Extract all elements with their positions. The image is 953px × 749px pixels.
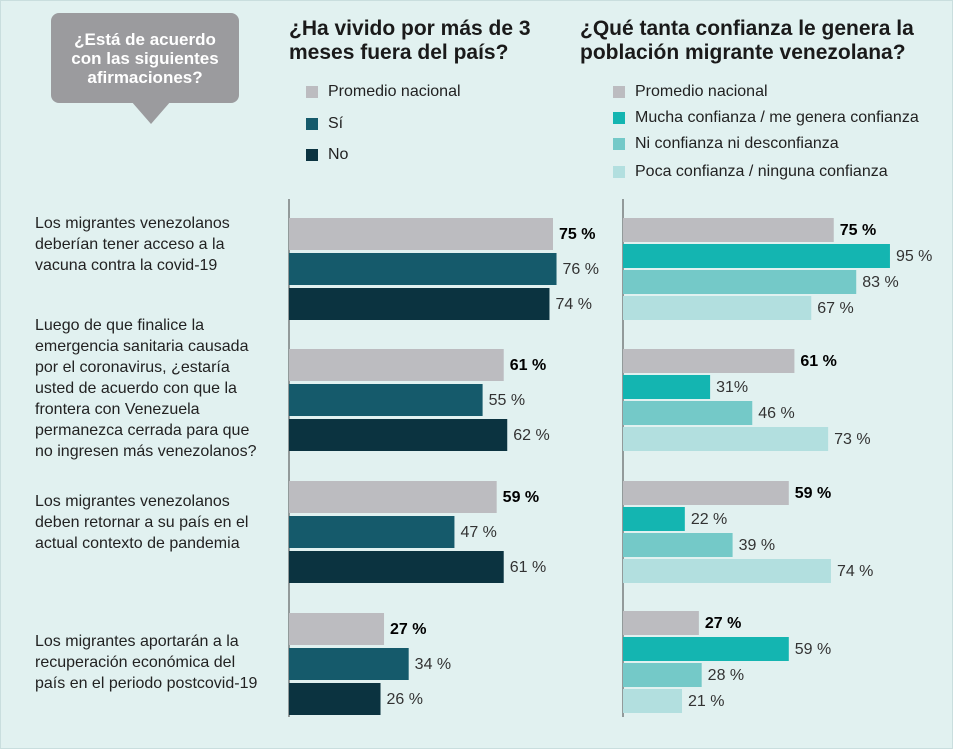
- bar: [623, 663, 702, 687]
- bar: [623, 401, 753, 425]
- legend-label: No: [328, 146, 349, 163]
- bar: [289, 349, 504, 381]
- legend-label: Poca confianza / ninguna confianza: [635, 163, 888, 180]
- bar: [623, 375, 711, 399]
- value-label: 55 %: [489, 392, 525, 409]
- bar: [623, 533, 733, 557]
- legend-label: Sí: [328, 115, 344, 132]
- bar: [623, 559, 831, 583]
- value-label: 27 %: [390, 621, 426, 638]
- legend-label: Promedio nacional: [635, 83, 768, 100]
- value-label: 27 %: [705, 615, 741, 632]
- bar: [289, 419, 508, 451]
- bar: [289, 288, 550, 320]
- bar: [289, 613, 385, 645]
- callout: ¿Está de acuerdo con las siguientes afir…: [51, 13, 239, 103]
- bar: [623, 427, 829, 451]
- bar: [289, 551, 504, 583]
- category-label: Luego de que finalice la emergencia sani…: [35, 317, 257, 460]
- legend-swatch: [613, 112, 625, 124]
- value-label: 31%: [716, 379, 748, 396]
- bar: [289, 218, 553, 250]
- value-label: 39 %: [739, 537, 775, 554]
- legend-swatch: [613, 86, 625, 98]
- value-label: 22 %: [691, 511, 727, 528]
- value-label: 76 %: [563, 261, 599, 278]
- bar: [289, 253, 557, 285]
- value-label: 61 %: [800, 353, 836, 370]
- value-label: 21 %: [688, 693, 724, 710]
- value-label: 34 %: [415, 656, 451, 673]
- value-label: 74 %: [555, 296, 591, 313]
- legend-label: Ni confianza ni desconfianza: [635, 135, 839, 152]
- bar: [289, 384, 483, 416]
- category-label: Los migrantes venezolanos deberían tener…: [35, 215, 230, 274]
- value-label: 83 %: [862, 274, 898, 291]
- bar: [289, 648, 409, 680]
- legend-swatch: [613, 138, 625, 150]
- bar: [623, 481, 789, 505]
- bar: [623, 270, 857, 294]
- value-label: 46 %: [758, 405, 794, 422]
- legend-label: Mucha confianza / me genera confianza: [635, 109, 919, 126]
- value-label: 75 %: [840, 222, 876, 239]
- value-label: 73 %: [834, 431, 870, 448]
- value-label: 61 %: [510, 559, 546, 576]
- value-label: 67 %: [817, 300, 853, 317]
- bar: [623, 349, 795, 373]
- bar: [623, 296, 812, 320]
- value-label: 95 %: [896, 248, 932, 265]
- bar: [289, 516, 455, 548]
- bar: [623, 507, 685, 531]
- bar: [623, 689, 683, 713]
- legend-swatch: [306, 118, 318, 130]
- bar: [289, 683, 381, 715]
- value-label: 74 %: [837, 563, 873, 580]
- chart-title: ¿Ha vivido por más de 3 meses fuera del …: [289, 17, 531, 64]
- value-label: 75 %: [559, 226, 595, 243]
- chart-title: ¿Qué tanta confianza le genera la poblac…: [580, 17, 914, 64]
- value-label: 26 %: [387, 691, 423, 708]
- bar: [623, 611, 699, 635]
- legend-swatch: [613, 166, 625, 178]
- callout-pointer: [131, 101, 171, 124]
- value-label: 59 %: [795, 485, 831, 502]
- value-label: 28 %: [708, 667, 744, 684]
- value-label: 59 %: [503, 489, 539, 506]
- bar: [289, 481, 497, 513]
- legend-swatch: [306, 149, 318, 161]
- bar: [623, 244, 890, 268]
- bar: [623, 218, 834, 242]
- legend-label: Promedio nacional: [328, 83, 461, 100]
- value-label: 59 %: [795, 641, 831, 658]
- bar: [623, 637, 789, 661]
- value-label: 47 %: [460, 524, 496, 541]
- category-label: Los migrantes aportarán a la recuperació…: [35, 633, 258, 692]
- category-label: Los migrantes venezolanos deben retornar…: [35, 493, 249, 552]
- value-label: 61 %: [510, 357, 546, 374]
- legend-swatch: [306, 86, 318, 98]
- value-label: 62 %: [513, 427, 549, 444]
